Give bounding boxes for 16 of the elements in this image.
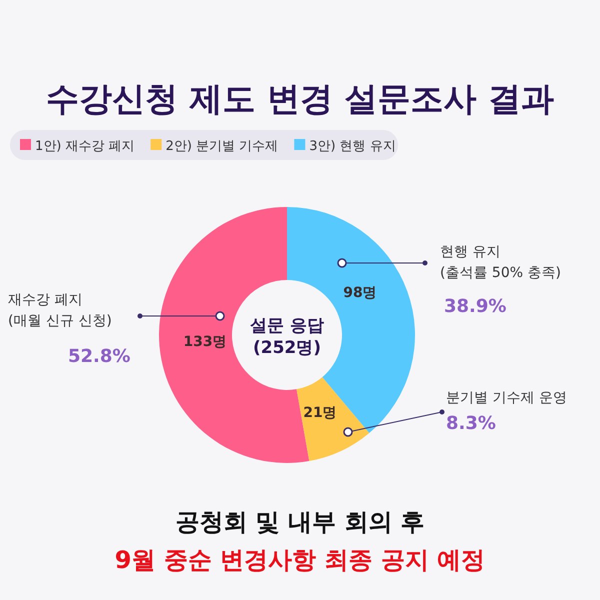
chart-title: 수강신청 제도 변경 설문조사 결과 — [46, 79, 554, 118]
text: 재수강 폐지 (매월 신규 신청) — [8, 292, 112, 329]
text: 설문 응답 (252명) — [250, 316, 324, 358]
legend-label: 2안) 분기별 기수제 — [166, 139, 278, 154]
legend-label: 1안) 재수강 폐지 — [35, 139, 135, 154]
data-label: 21명 — [303, 405, 337, 421]
text: 공청회 및 내부 회의 후 — [175, 508, 425, 536]
text: 9월 중순 변경사항 최종 공지 예정 — [114, 546, 486, 574]
text: 현행 유지 (출석률 50% 충족) — [440, 244, 561, 281]
text: 8.3% — [446, 413, 496, 434]
data-label: 133명 — [183, 334, 227, 350]
text: 38.9% — [444, 296, 506, 317]
text: 52.8% — [68, 346, 130, 367]
legend-label: 3안) 현행 유지 — [309, 139, 396, 154]
data-label: 98명 — [343, 285, 377, 301]
text: 분기별 기수제 운영 — [446, 390, 567, 406]
